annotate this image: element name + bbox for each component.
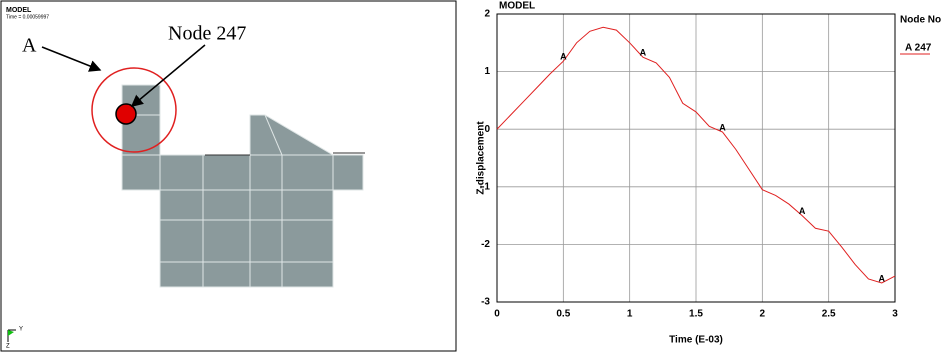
model-title: MODEL [6,7,32,14]
legend-label: A 247 [905,43,932,54]
series-marker: A [878,273,885,283]
x-tick-label: 0 [494,309,500,320]
triad-y: Y [19,327,23,333]
legend-title: Node No [900,15,941,26]
node-label: Node 247 [168,23,246,45]
screen: MODEL Time = 0.00059997 A Node 247 Y Z -… [0,0,948,352]
x-tick-label: 2 [760,309,766,320]
y-axis-label: Z-displacement [476,121,487,195]
series-marker: A [799,206,806,216]
series-marker: A [560,52,567,62]
x-tick-label: 1 [627,309,633,320]
series-marker: A [719,122,726,132]
node-dot [116,104,136,124]
x-tick-label: 3 [892,309,898,320]
x-tick-label: 1.5 [689,309,703,320]
x-tick-label: 2.5 [822,309,836,320]
y-tick-label: 1 [484,66,490,77]
triad-z: Z [6,344,10,350]
y-tick-label: -3 [481,297,490,308]
model-time: Time = 0.00059997 [6,14,49,20]
x-tick-label: 0.5 [556,309,570,320]
chart-title: MODEL [499,1,535,12]
series-marker: A [640,48,647,58]
y-tick-label: -2 [481,239,490,250]
y-tick-label: 2 [484,9,490,20]
x-axis-label: Time (E-03) [669,335,723,346]
annotation-a: A [22,35,37,57]
page: MODEL Time = 0.00059997 A Node 247 Y Z -… [0,0,948,352]
